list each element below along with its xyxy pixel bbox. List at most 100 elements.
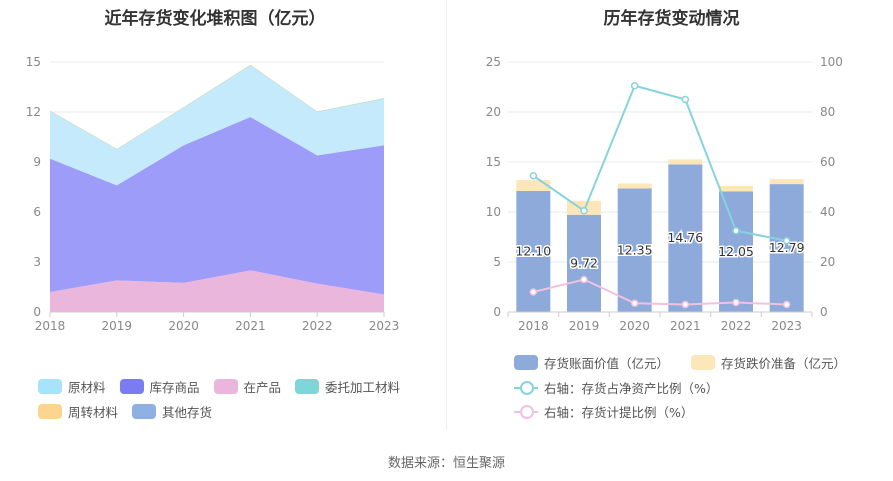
legend-label: 右轴：存货占净资产比例（%）	[544, 381, 719, 396]
legend-label: 原材料	[68, 380, 106, 395]
right-chart-title: 历年存货变动情况	[603, 9, 740, 29]
legend-swatch	[514, 355, 538, 370]
data-source-note: 数据来源：恒生聚源	[387, 456, 505, 471]
y-tick-label: 15	[486, 155, 501, 169]
x-tick-label: 2019	[569, 319, 600, 333]
x-tick-label: 2018	[35, 319, 66, 333]
legend-inventory-to-net-assets[interactable]: 右轴：存货占净资产比例（%）	[514, 378, 718, 397]
area-series	[50, 270, 384, 312]
legend-label: 存货账面价值（亿元）	[544, 356, 670, 371]
legend-book-value[interactable]: 存货账面价值（亿元）	[514, 353, 669, 372]
bar	[567, 214, 601, 312]
x-tick-label: 2023	[771, 319, 802, 333]
line-point	[630, 82, 639, 90]
bar	[617, 188, 652, 312]
y2-tick-label: 0	[820, 305, 828, 319]
bar-data-label: 12.35	[617, 242, 653, 257]
right-combo-chart: 0 5 10 15 20 25 0 20 40 60 80 100 12.10 9.72 12.35 14.7…	[486, 55, 843, 333]
y-tick-label: 6	[33, 205, 41, 219]
bar-data-label: 12.10	[515, 244, 551, 259]
legend-swatch	[38, 379, 62, 394]
chart-divider	[446, 0, 447, 430]
y2-tick-label: 80	[820, 105, 835, 119]
legend-label: 其他存货	[162, 405, 213, 420]
legend-label: 周转材料	[68, 405, 119, 420]
legend-label: 库存商品	[149, 380, 200, 395]
right-legend-row-2: 右轴：存货占净资产比例（%）	[514, 378, 732, 397]
y2-tick-label: 20	[820, 255, 835, 269]
line-series	[533, 278, 787, 306]
y-tick-label: 12	[26, 105, 41, 119]
legend-finished-goods[interactable]: 库存商品	[119, 377, 200, 396]
bar	[617, 183, 652, 189]
line-series	[532, 84, 787, 242]
bar	[668, 164, 703, 312]
legend-turnover-materials[interactable]: 周转材料	[38, 402, 118, 421]
area-series	[50, 117, 384, 295]
bar	[769, 184, 804, 312]
line-point	[580, 207, 588, 215]
y-tick-label: 10	[486, 205, 501, 219]
y-tick-label: 25	[486, 55, 501, 69]
bar	[719, 191, 753, 312]
line-point	[732, 298, 740, 307]
x-tick-label: 2020	[619, 319, 650, 333]
x-tick-label: 2022	[721, 319, 752, 333]
legend-swatch	[295, 379, 320, 394]
legend-raw-materials[interactable]: 原材料	[38, 377, 106, 396]
bar-data-label: 12.05	[718, 244, 754, 259]
x-tick-label: 2021	[670, 319, 701, 333]
legend-provision-ratio[interactable]: 右轴：存货计提比例（%）	[514, 402, 693, 421]
line-point	[529, 288, 538, 296]
line-point	[529, 172, 538, 180]
y-tick-label: 0	[33, 305, 41, 319]
x-tick-label: 2020	[168, 319, 199, 333]
legend-swatch	[119, 379, 144, 394]
y-tick-label: 20	[486, 105, 501, 119]
legend-line-swatch	[514, 404, 538, 419]
legend-impairment-provision[interactable]: 存货跌价准备（亿元）	[691, 353, 846, 372]
area-series	[50, 65, 384, 186]
line-point	[782, 237, 791, 245]
left-chart-title: 近年存货变化堆积图（亿元）	[104, 9, 326, 29]
y2-tick-label: 40	[820, 205, 835, 219]
legend-line-swatch	[514, 380, 538, 395]
line-point	[732, 227, 740, 235]
right-legend-row-1: 存货账面价值（亿元） 存货跌价准备（亿元）	[514, 353, 860, 372]
line-point	[580, 275, 588, 284]
left-legend-row-2: 周转材料 其他存货	[38, 402, 226, 421]
line-point	[681, 300, 690, 309]
line-point	[630, 299, 639, 307]
legend-other-inventory[interactable]: 其他存货	[132, 402, 212, 421]
legend-label: 右轴：存货计提比例（%）	[544, 405, 694, 420]
left-stacked-area-chart: 0 3 6 9 12 15 2018 2019 2020 2021 2022 2023	[26, 55, 400, 333]
bar-data-label: 12.79	[769, 240, 805, 255]
x-tick-label: 2021	[235, 319, 266, 333]
legend-swatch	[213, 379, 238, 394]
bar	[516, 180, 551, 191]
legend-swatch	[691, 355, 716, 370]
y-tick-label: 5	[493, 255, 501, 269]
bar	[668, 159, 703, 165]
right-legend-row-3: 右轴：存货计提比例（%）	[514, 402, 707, 421]
y-tick-label: 0	[493, 305, 501, 319]
legend-swatch	[38, 404, 62, 419]
x-tick-label: 2018	[518, 319, 549, 333]
legend-label: 在产品	[243, 380, 282, 395]
bar-data-label: 9.72	[570, 255, 598, 270]
line-point	[782, 300, 791, 309]
y-tick-label: 9	[33, 155, 41, 169]
legend-label: 委托加工材料	[325, 380, 401, 395]
bar	[719, 186, 753, 192]
left-legend-row-1: 原材料 库存商品 在产品 委托加工材料	[38, 377, 414, 396]
y2-tick-label: 60	[820, 155, 835, 169]
legend-consigned-materials[interactable]: 委托加工材料	[295, 377, 400, 396]
line-point	[681, 95, 690, 104]
x-tick-label: 2019	[102, 319, 133, 333]
x-tick-label: 2022	[302, 319, 333, 333]
legend-swatch	[132, 404, 157, 419]
bar-data-label: 14.76	[667, 230, 703, 245]
legend-work-in-progress[interactable]: 在产品	[213, 377, 282, 396]
y-tick-label: 15	[26, 55, 41, 69]
bar	[769, 179, 804, 185]
